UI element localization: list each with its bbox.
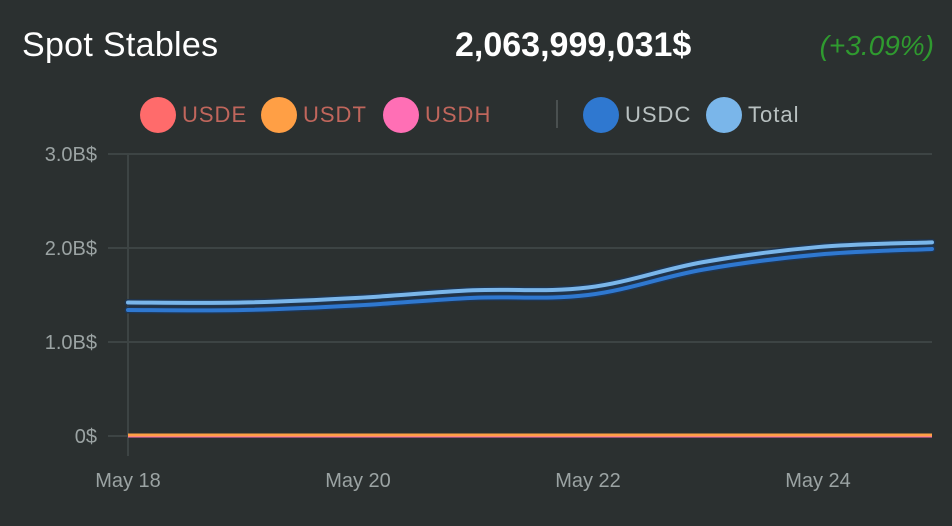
x-tick-label: May 22 bbox=[555, 470, 621, 492]
legend-dot-usdt bbox=[261, 97, 297, 133]
legend-label-usdt: USDT bbox=[303, 102, 367, 127]
legend-item-usde[interactable]: USDE bbox=[140, 96, 247, 134]
series-line-total bbox=[126, 240, 934, 305]
legend-item-total[interactable]: Total bbox=[706, 96, 799, 134]
chart-title: Spot Stables bbox=[22, 26, 219, 64]
legend-label-usdh: USDH bbox=[425, 102, 492, 127]
legend-dot-usde bbox=[140, 97, 176, 133]
x-tick-label: May 20 bbox=[325, 470, 391, 492]
legend-item-usdt[interactable]: USDT bbox=[261, 96, 367, 134]
total-value: 2,063,999,031$ bbox=[455, 26, 692, 64]
chart-legend: USDE USDT USDH USDC Total bbox=[0, 96, 952, 136]
y-tick-label: 2.0B$ bbox=[45, 238, 97, 260]
y-tick-label: 0$ bbox=[75, 426, 97, 448]
y-tick-label: 1.0B$ bbox=[45, 332, 97, 354]
legend-label-usdc: USDC bbox=[625, 102, 692, 127]
legend-dot-usdh bbox=[383, 97, 419, 133]
legend-label-usde: USDE bbox=[182, 102, 248, 127]
series-line-usdc bbox=[126, 246, 934, 313]
chart-header: Spot Stables 2,063,999,031$ (+3.09%) bbox=[0, 0, 952, 90]
change-percent: (+3.09%) bbox=[819, 30, 934, 61]
legend-dot-total bbox=[706, 97, 742, 133]
legend-dot-usdc bbox=[583, 97, 619, 133]
legend-item-usdh[interactable]: USDH bbox=[383, 96, 491, 134]
x-tick-label: May 24 bbox=[785, 470, 851, 492]
series-line-total-outline bbox=[124, 238, 936, 307]
x-tick-label: May 18 bbox=[95, 470, 161, 492]
legend-separator bbox=[556, 100, 558, 128]
legend-item-usdc[interactable]: USDC bbox=[583, 96, 691, 134]
legend-label-total: Total bbox=[748, 102, 800, 127]
y-tick-label: 3.0B$ bbox=[45, 144, 97, 166]
